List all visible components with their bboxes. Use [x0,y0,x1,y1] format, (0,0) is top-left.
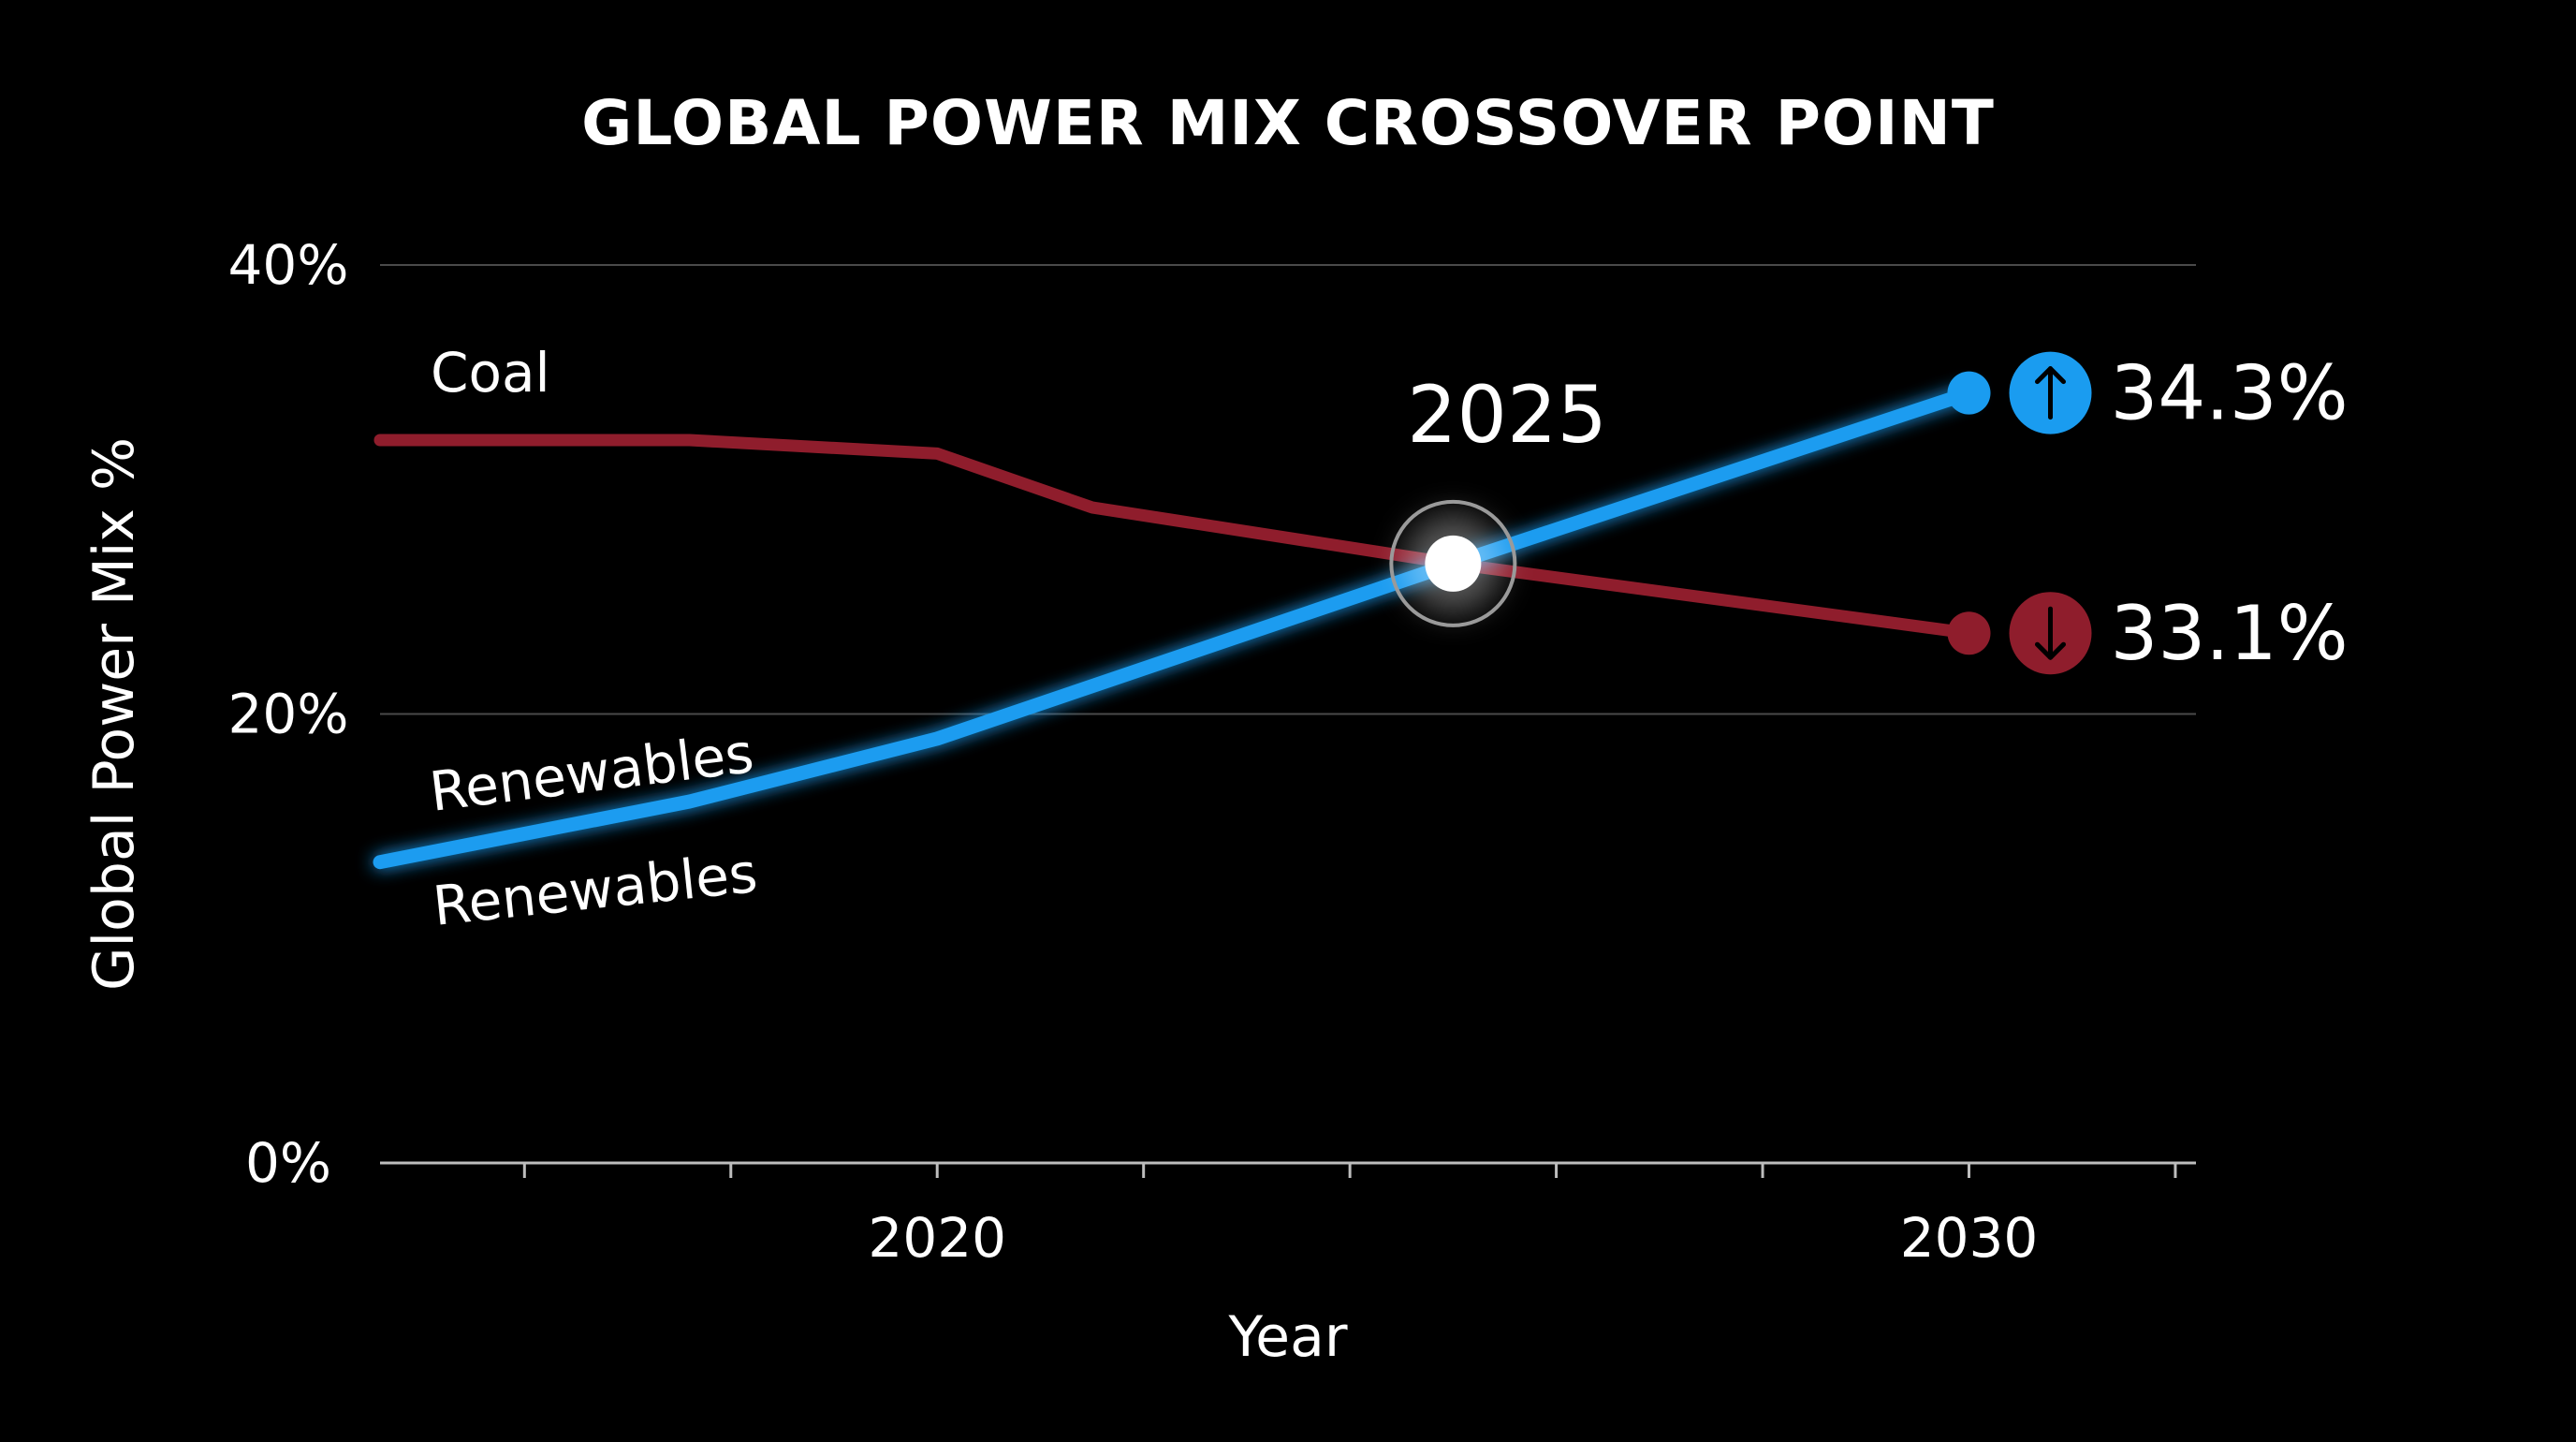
coal-end-point [1947,611,1991,655]
x-tick-label: 2030 [1900,1206,2039,1270]
coal-end-value: 33.1% [2111,590,2349,677]
coal-series-line [373,434,1975,640]
y-tick-label: 0% [245,1131,331,1195]
y-tick-label: 40% [228,233,349,297]
y-tick-label: 20% [228,683,349,746]
crossover-point [1425,535,1482,592]
renewables-series-line [373,386,1976,870]
renewables-end-value: 34.3% [2111,350,2349,437]
crossover-year-label: 2025 [1407,369,1607,461]
chart-title: GLOBAL POWER MIX CROSSOVER POINT [581,87,1995,159]
y-axis-title: Global Power Mix % [81,437,147,991]
renewables-series-label-upper: Renewables [426,721,756,824]
renewables-end-point [1947,371,1991,415]
up-arrow-icon [2035,366,2066,420]
grid-layer [380,264,2196,715]
series-layer [373,386,1976,870]
x-tick-label: 2020 [868,1206,1006,1270]
crossover-marker [1389,499,1517,627]
renewables-series-label-lower: Renewables [430,841,760,938]
end-markers: 33.1% 34.3% [1947,350,2349,677]
axis-layer: 0% 20% 40% 2020 2030 [228,233,2196,1270]
down-arrow-icon [2035,606,2066,660]
x-axis-title: Year [1227,1304,1347,1370]
crossover-ring [1389,499,1517,627]
coal-series-label: Coal [431,341,550,405]
